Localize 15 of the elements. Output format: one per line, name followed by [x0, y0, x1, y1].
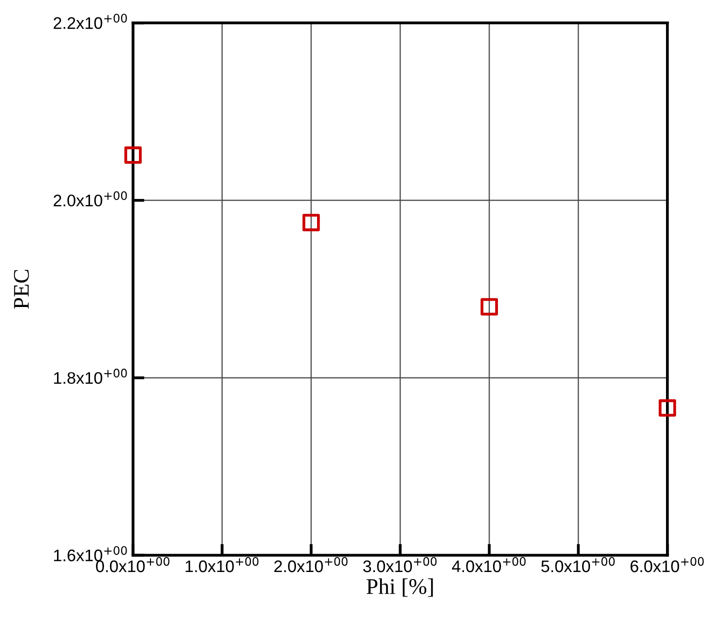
- x-axis-title: Phi [%]: [366, 578, 433, 597]
- point: [124, 146, 142, 164]
- x-tick-label: 5.0x10$^{+00}$: [541, 557, 615, 572]
- point: [480, 298, 498, 316]
- point: [302, 214, 320, 232]
- y-axis-title: PEC: [14, 270, 29, 309]
- point: [658, 399, 676, 417]
- y-tick-label: 2.0x10$^{+00}$: [54, 191, 127, 206]
- x-tick-label: 3.0x10$^{+00}$: [363, 557, 437, 572]
- x-tick-label: 6.0x10$^{+00}$: [630, 557, 704, 572]
- y-tick-label: 2.2x10$^{+00}$: [54, 14, 127, 29]
- x-tick-label: 2.0x10$^{+00}$: [274, 557, 348, 572]
- y-tick-label: 1.8x10$^{+00}$: [54, 368, 127, 384]
- x-tick-label: 1.0x10$^{+00}$: [186, 557, 258, 572]
- x-tick-label: 4.0x10$^{+00}$: [452, 557, 526, 572]
